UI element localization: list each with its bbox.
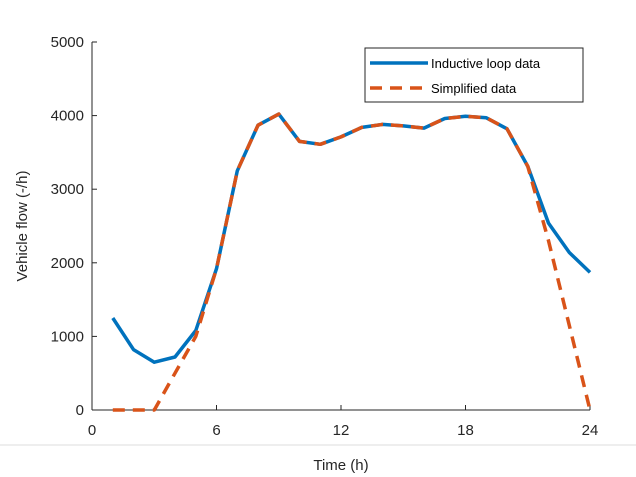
y-tick-label: 4000 — [51, 108, 84, 125]
y-tick-label: 5000 — [51, 34, 84, 51]
x-tick-label: 12 — [333, 422, 350, 439]
x-ticks: 0 6 12 18 24 — [88, 405, 599, 439]
x-tick-label: 0 — [88, 422, 96, 439]
legend-label-simplified: Simplified data — [431, 81, 517, 96]
x-axis-title: Time (h) — [313, 457, 368, 474]
y-axis-title: Vehicle flow (-/h) — [14, 171, 31, 282]
x-tick-label: 18 — [457, 422, 474, 439]
y-ticks: 0 1000 2000 3000 4000 5000 — [51, 34, 97, 419]
y-tick-label: 0 — [76, 402, 84, 419]
series-line-simplified — [112, 112, 592, 412]
series-layer — [111, 112, 592, 412]
legend-label-inductive-loop: Inductive loop data — [431, 56, 541, 71]
legend: Inductive loop data Simplified data — [364, 47, 584, 103]
y-tick-label: 3000 — [51, 181, 84, 198]
y-tick-label: 2000 — [51, 255, 84, 272]
y-tick-label: 1000 — [51, 328, 84, 345]
x-tick-label: 6 — [212, 422, 220, 439]
legend-box — [364, 47, 584, 103]
x-tick-label: 24 — [582, 422, 599, 439]
